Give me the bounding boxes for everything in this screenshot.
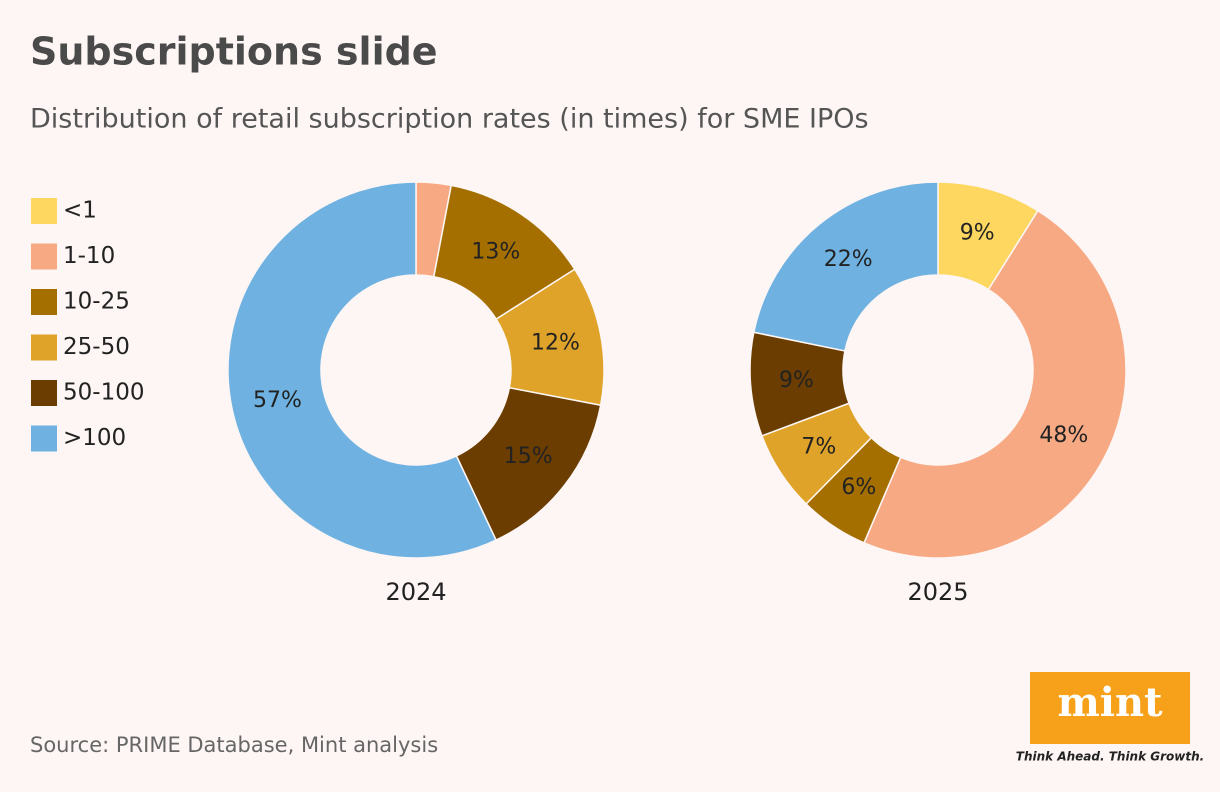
legend-swatch: [31, 198, 57, 224]
value-label: 12%: [531, 330, 580, 355]
slice: [227, 181, 498, 559]
tagline: Think Ahead. Think Growth.: [1016, 750, 1204, 764]
slice: [863, 209, 1127, 559]
chart-subtitle: Distribution of retail subscription rate…: [30, 104, 869, 135]
chart-label: 2025: [907, 578, 968, 606]
legend-label: <1: [63, 198, 97, 224]
legend-label: 10-25: [63, 289, 130, 315]
logo-box: [1030, 672, 1190, 744]
value-label: 6%: [841, 475, 876, 500]
legend-label: 50-100: [63, 380, 144, 406]
legend-label: 25-50: [63, 334, 130, 360]
value-label: 15%: [504, 444, 553, 469]
slice: [752, 181, 939, 352]
value-label: 9%: [960, 221, 995, 246]
chart-title: Subscriptions slide: [30, 30, 438, 74]
legend-label: >100: [63, 425, 126, 451]
value-label: 48%: [1039, 423, 1088, 448]
legend-swatch: [31, 425, 57, 452]
value-label: 7%: [801, 434, 836, 459]
legend-swatch: [31, 243, 57, 270]
legend-label: 1-10: [63, 243, 115, 269]
logo: mint: [1057, 679, 1163, 726]
legend-swatch: [31, 334, 57, 361]
source: Source: PRIME Database, Mint analysis: [30, 733, 438, 757]
chart-label: 2024: [385, 578, 446, 606]
value-label: 13%: [471, 240, 520, 265]
legend-swatch: [31, 380, 57, 406]
value-label: 22%: [824, 247, 873, 272]
value-label: 57%: [253, 388, 302, 413]
value-label: 9%: [779, 368, 814, 393]
legend-swatch: [31, 289, 57, 315]
